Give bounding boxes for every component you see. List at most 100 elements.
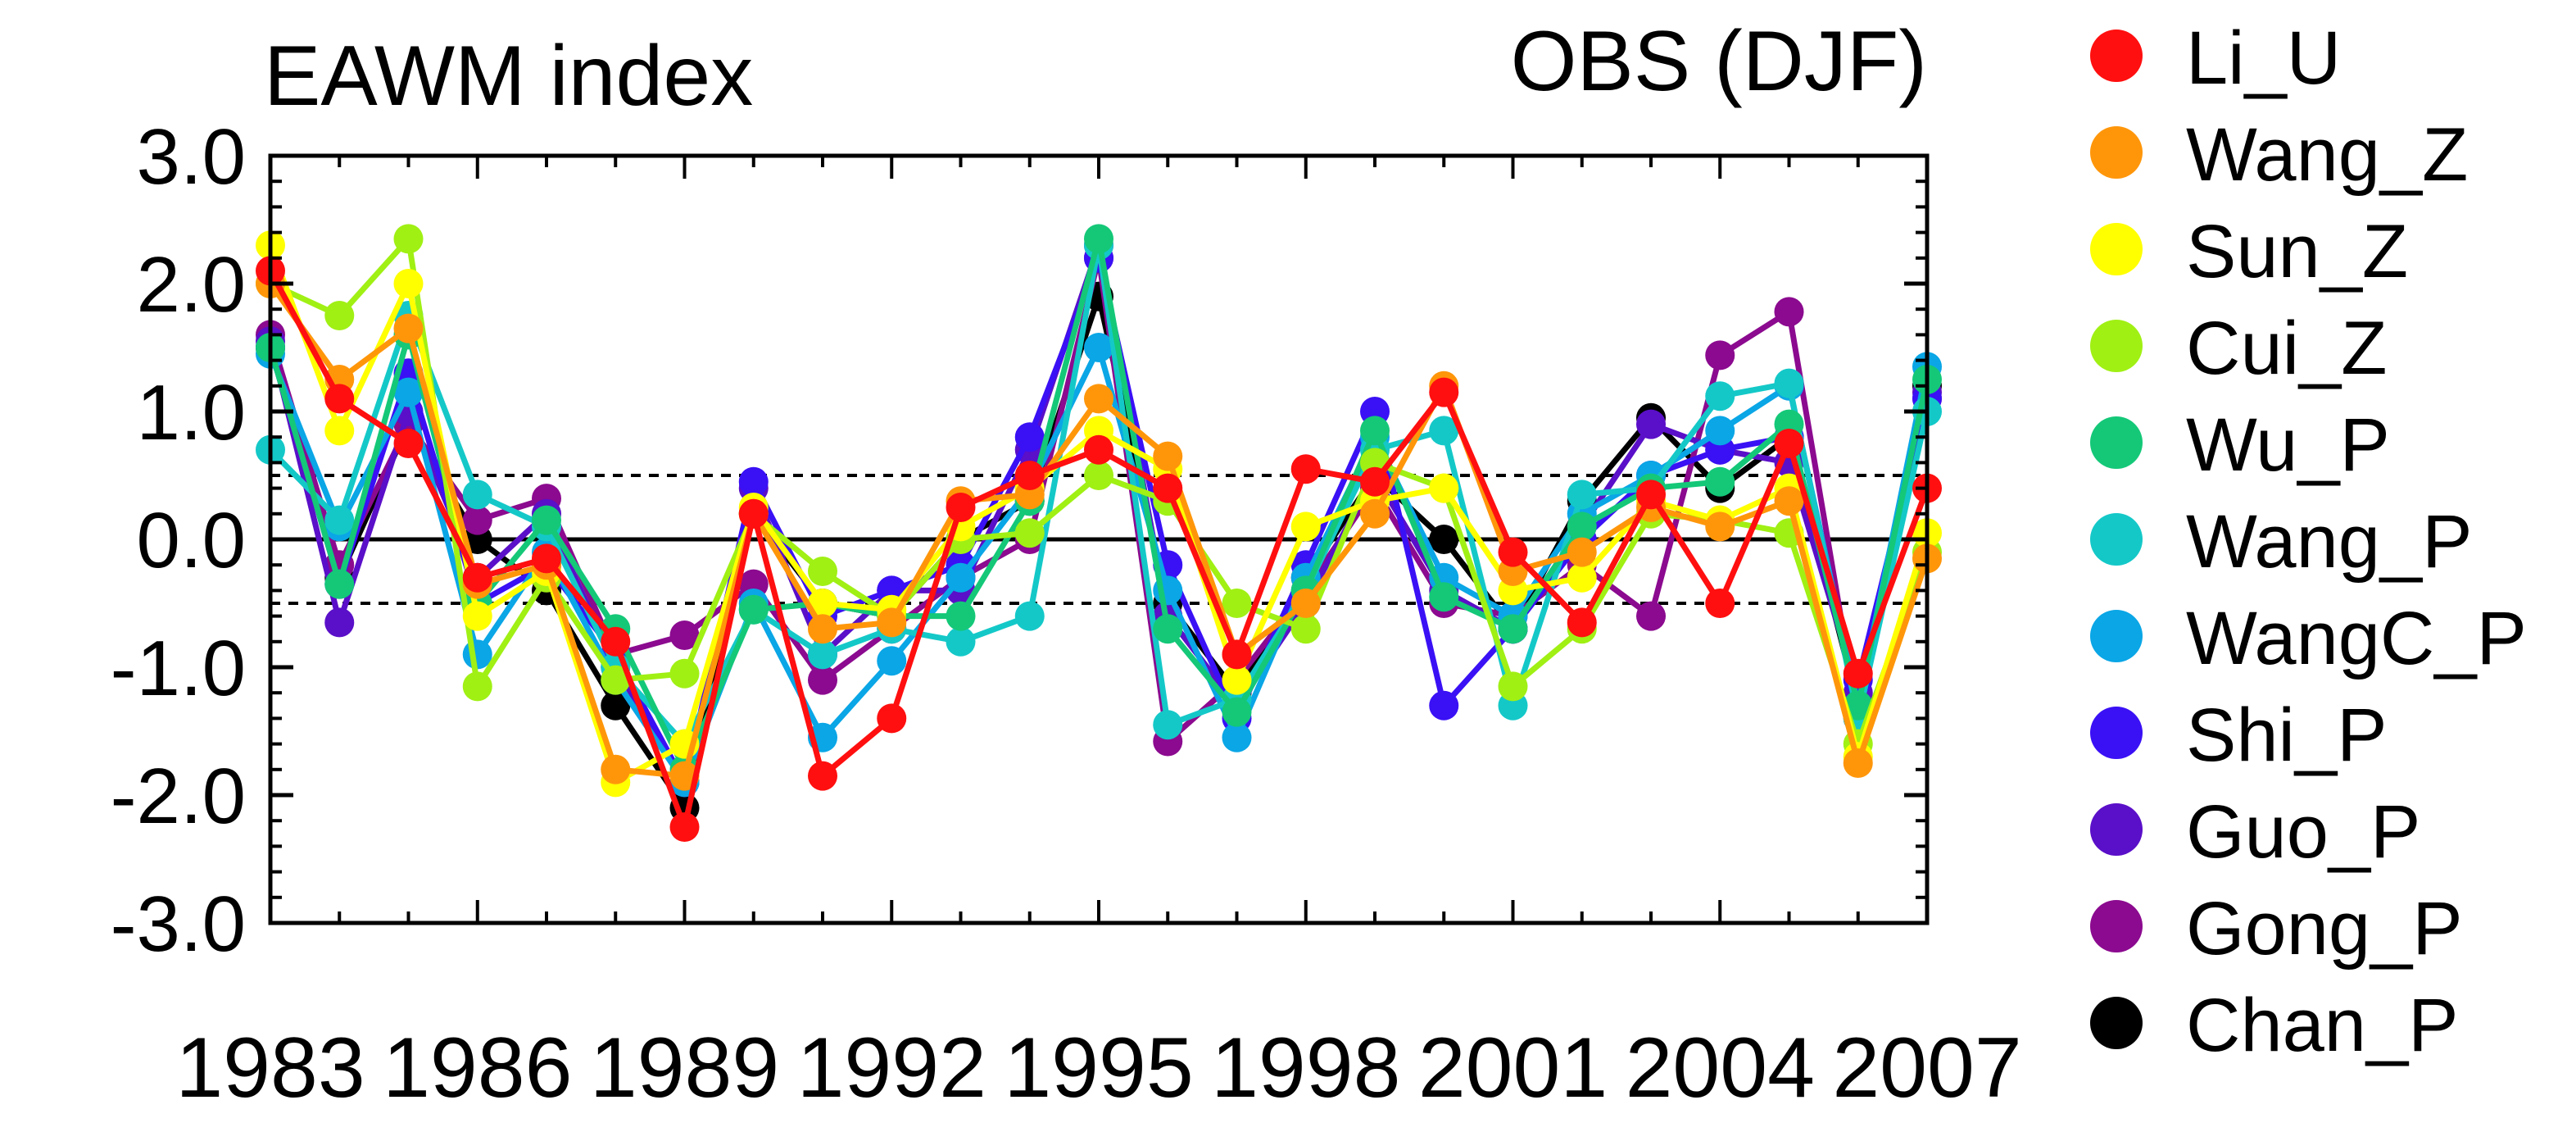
series-line [268,242,1930,748]
data-point [1290,614,1321,644]
data-point [1843,748,1873,778]
data-point [1153,441,1183,471]
data-point [601,690,631,721]
legend-item: Gong_P [2090,887,2463,971]
data-point [1636,601,1666,631]
x-tick-label: 2004 [1626,1021,1815,1116]
data-point [462,671,492,702]
data-point [1084,434,1113,465]
legend-marker [2090,223,2143,275]
legend: Li_U Wang_Z Sun_Z Cui_Z Wu_P Wang_P WangC_P Shi… [2090,16,2527,1067]
data-point [1705,416,1735,446]
chart-title: EAWM index [264,29,753,124]
data-point [808,557,837,586]
data-point [669,621,700,650]
data-point [1636,409,1666,439]
data-point [1084,224,1113,254]
x-tick-label: 1986 [383,1021,572,1116]
data-point [1084,384,1113,414]
legend-item: WangC_P [2090,597,2527,680]
legend-marker [2090,610,2143,662]
data-point [324,505,355,535]
legend-item: Sun_Z [2090,210,2408,293]
data-point [393,269,424,298]
data-point [738,594,769,625]
series-line [267,255,1930,744]
y-tick-label: 3.0 [137,113,246,201]
legend-label: Li_U [2186,16,2341,100]
legend-label: Wang_Z [2186,113,2468,197]
legend-label: Cui_Z [2186,307,2387,390]
data-point [1222,639,1252,670]
data-point [1774,429,1804,458]
data-point [1498,671,1528,702]
data-point [808,614,837,644]
data-point [601,626,631,657]
data-point [1014,422,1045,452]
data-point [1084,333,1113,362]
y-tick-label: -3.0 [111,880,246,968]
data-point [1567,511,1597,542]
data-point [393,429,424,458]
legend-marker [2090,900,2143,952]
data-point [393,313,424,343]
data-point [1705,340,1735,370]
data-point [393,224,424,254]
data-point [877,646,907,676]
data-point [1429,416,1459,446]
data-point [1429,690,1459,721]
legend-marker [2090,320,2143,372]
legend-item: Chan_P [2090,984,2458,1067]
legend-label: Wang_P [2186,500,2472,584]
series-gong-p [256,243,1942,757]
data-point [1774,297,1804,327]
data-point [1222,665,1252,695]
data-point [1567,537,1597,567]
legend-item: Wang_P [2090,500,2472,584]
x-tick-label: 1983 [175,1021,365,1116]
data-point [1014,461,1045,490]
data-point [738,498,769,529]
data-point [462,505,492,535]
data-point [669,812,700,842]
legend-item: Li_U [2090,16,2341,100]
data-point [946,562,976,593]
data-point [1290,454,1321,484]
legend-label: Wu_P [2186,403,2390,487]
data-point [1498,614,1528,644]
data-point [1774,486,1804,516]
legend-marker [2090,513,2143,566]
series-sun-z [256,230,1942,798]
series-group [256,224,1942,842]
y-tick-label: -2.0 [111,752,246,840]
data-point [1705,381,1735,411]
data-point [1290,589,1321,618]
legend-marker [2090,126,2143,179]
x-tick-label: 2001 [1418,1021,1608,1116]
data-point [946,493,976,522]
data-point [1360,498,1390,529]
data-point [462,601,492,631]
data-point [1567,562,1597,593]
data-point [324,569,355,599]
data-point [738,466,769,497]
data-point [1843,658,1873,689]
legend-label: Gong_P [2186,887,2463,971]
legend-marker [2090,416,2143,469]
y-tick-label: -1.0 [111,625,246,712]
data-point [1084,461,1113,490]
data-point [946,601,976,631]
data-point [808,639,837,670]
data-point [324,301,355,330]
data-point [1705,466,1735,497]
data-point [1360,466,1390,497]
data-point [462,480,492,510]
legend-item: Wang_Z [2090,113,2468,197]
x-tick-label: 1998 [1211,1021,1400,1116]
legend-marker [2090,997,2143,1049]
data-point [324,607,355,638]
data-point [1222,697,1252,727]
y-tick-label: 0.0 [137,497,246,584]
data-point [462,639,492,670]
